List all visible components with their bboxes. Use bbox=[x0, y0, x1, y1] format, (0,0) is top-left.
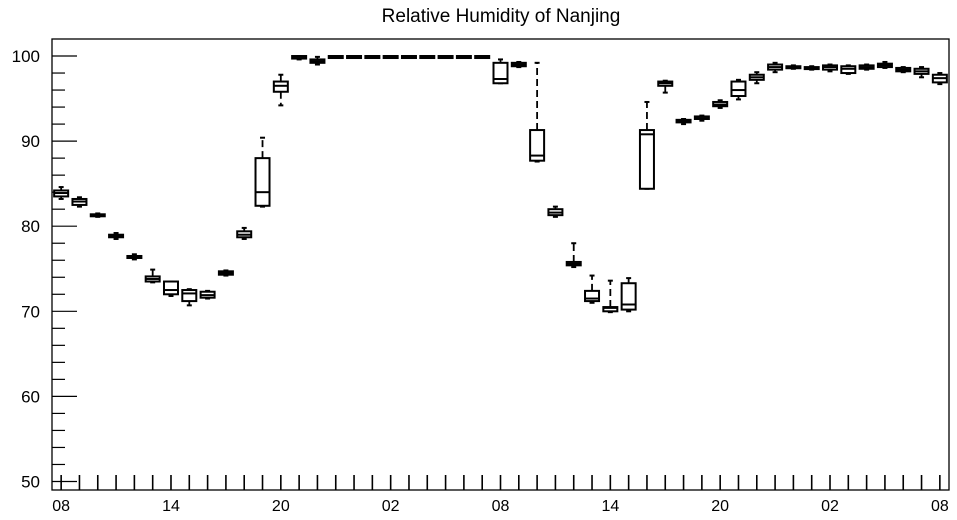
box-iqr bbox=[492, 61, 509, 85]
y-tick-label: 50 bbox=[21, 472, 40, 491]
box-mark bbox=[419, 55, 436, 60]
box-mark bbox=[657, 79, 674, 94]
x-tick-label: 14 bbox=[601, 498, 619, 515]
box-mark bbox=[126, 253, 143, 261]
x-tick-label: 08 bbox=[492, 498, 510, 515]
box-mark bbox=[767, 61, 784, 74]
x-tick-label: 20 bbox=[711, 498, 729, 515]
box-mark bbox=[730, 78, 747, 101]
y-tick-label: 90 bbox=[21, 132, 40, 151]
box-mark bbox=[510, 60, 527, 69]
box-mark bbox=[272, 73, 289, 107]
box-mark bbox=[346, 55, 363, 60]
box-mark bbox=[254, 136, 271, 208]
box-iqr bbox=[584, 289, 601, 303]
box-iqr bbox=[638, 129, 655, 190]
box-mark bbox=[364, 55, 381, 60]
box-mark bbox=[492, 58, 509, 85]
box-mark bbox=[400, 55, 417, 60]
box-mark bbox=[822, 63, 839, 73]
box-mark bbox=[675, 117, 692, 126]
y-tick-label: 100 bbox=[12, 47, 40, 66]
box-mark bbox=[785, 64, 802, 70]
box-mark bbox=[71, 196, 88, 208]
box-mark bbox=[437, 55, 454, 60]
box-mark bbox=[858, 63, 875, 71]
x-tick-label: 02 bbox=[382, 498, 400, 515]
box-mark bbox=[144, 268, 161, 284]
box-iqr bbox=[254, 157, 271, 207]
box-mark bbox=[712, 99, 729, 109]
box-mark bbox=[181, 288, 198, 307]
box-mark bbox=[547, 205, 564, 218]
axis-ticks bbox=[52, 55, 941, 490]
tick-labels: 50 60 70 80 90 100 08 14 20 02 08 14 20 02 08 bbox=[12, 47, 949, 515]
box-mark bbox=[584, 274, 601, 304]
box-mark bbox=[529, 61, 546, 163]
x-tick-label: 20 bbox=[272, 498, 290, 515]
y-tick-label: 60 bbox=[21, 387, 40, 406]
box-mark bbox=[803, 65, 820, 71]
box-mark bbox=[748, 71, 765, 85]
box-mark bbox=[876, 60, 893, 69]
y-tick-label: 70 bbox=[21, 302, 40, 321]
chart-title: Relative Humidity of Nanjing bbox=[382, 6, 621, 27]
box-mark bbox=[895, 66, 912, 74]
box-mark bbox=[620, 277, 637, 313]
box-mark bbox=[474, 55, 491, 60]
box-iqr bbox=[181, 289, 198, 303]
box-mark bbox=[565, 242, 582, 269]
box-mark bbox=[108, 232, 125, 240]
box-mark bbox=[53, 186, 70, 200]
box-mark bbox=[291, 55, 308, 61]
x-tick-label: 02 bbox=[821, 498, 839, 515]
box-mark bbox=[455, 55, 472, 60]
x-tick-label: 08 bbox=[52, 498, 70, 515]
x-tick-label: 14 bbox=[162, 498, 180, 515]
box-iqr bbox=[620, 282, 637, 311]
box-mark bbox=[217, 269, 234, 277]
box-iqr bbox=[730, 80, 747, 98]
plot-frame bbox=[51, 38, 950, 491]
x-tick-label: 08 bbox=[931, 498, 949, 515]
box-series bbox=[53, 55, 948, 314]
box-mark bbox=[236, 226, 253, 240]
box-mark bbox=[931, 72, 948, 86]
box-mark bbox=[602, 279, 619, 314]
box-mark bbox=[199, 289, 216, 300]
box-mark bbox=[913, 66, 930, 79]
box-mark bbox=[162, 280, 179, 297]
box-iqr bbox=[529, 129, 546, 162]
box-mark bbox=[89, 212, 106, 218]
box-mark bbox=[638, 100, 655, 190]
box-mark bbox=[693, 114, 710, 122]
box-mark bbox=[840, 64, 857, 75]
box-mark bbox=[327, 55, 344, 60]
y-tick-label: 80 bbox=[21, 217, 40, 236]
box-mark bbox=[382, 55, 399, 60]
box-iqr bbox=[162, 280, 179, 296]
box-mark bbox=[309, 55, 326, 66]
